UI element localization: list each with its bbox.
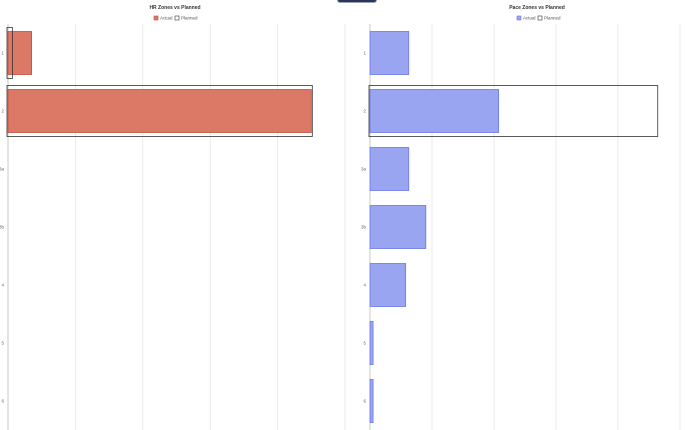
tick-label-5: 5 [1,341,4,346]
bar-actual-1 [7,31,32,75]
legend-swatch-planned [537,15,543,21]
legend-swatch-planned [174,15,180,21]
chart-legend: Actual Planned [153,15,198,21]
tick-label-1: 1 [363,51,366,56]
legend-swatch-actual [153,15,159,21]
tick-label-1: 1 [1,51,4,56]
bar-planned-2 [368,85,659,137]
chart-title: Pace Zones vs Planned [509,5,565,11]
bar-actual-6 [369,379,374,423]
tick-label-2: 2 [1,109,4,114]
legend-label-planned: Planned [181,16,198,21]
chart-panel-2: Pace Zones vs Planned Actual Planned 1 2 3a 3b… [361,5,681,430]
tick-label-6: 6 [363,399,366,404]
legend-label-actual: Actual [523,16,536,21]
bar-actual-2 [7,89,312,133]
tick-label-3b: 3b [361,225,367,230]
bar-actual-2 [369,89,500,133]
tick-label-3b: 3b [0,225,4,230]
legend-label-planned: Planned [544,16,561,21]
bar-planned-2 [6,85,313,137]
tick-label-4: 4 [363,283,366,288]
chart-panel-1: HR Zones vs Planned Actual Planned 1 2 3a 3b 4 5… [0,5,346,430]
tick-label-5: 5 [363,341,366,346]
chart-title: HR Zones vs Planned [149,5,200,11]
tick-label-6: 6 [1,399,4,404]
bar-actual-3b [369,205,427,249]
bar-planned-1 [6,27,13,79]
bar-actual-3a [369,147,410,191]
tick-label-3a: 3a [0,167,4,172]
tick-label-3a: 3a [361,167,367,172]
top-tab-indicator[interactable] [337,0,377,3]
tick-label-4: 4 [1,283,4,288]
chart-legend: Actual Planned [516,15,561,21]
bar-actual-5 [369,321,374,365]
legend-swatch-actual [516,15,522,21]
bar-actual-4 [369,263,407,307]
legend-label-actual: Actual [160,16,173,21]
tick-label-2: 2 [363,109,366,114]
bar-actual-1 [369,31,410,75]
